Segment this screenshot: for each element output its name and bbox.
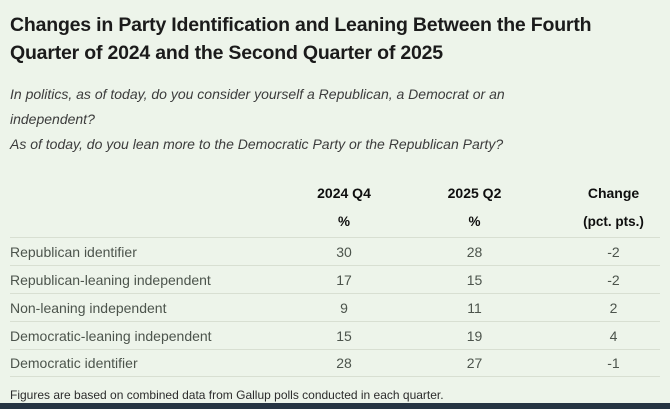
table-row-republican-identifier: Republican identifier 30 28 -2 <box>10 237 660 265</box>
value-2024-q4: 9 <box>340 299 348 316</box>
table-row-republican-leaning: Republican-leaning independent 17 15 -2 <box>10 265 660 293</box>
value-2024-q4: 28 <box>336 355 352 371</box>
value-2025-q2: 28 <box>466 243 483 260</box>
row-label: Democratic identifier <box>10 355 138 371</box>
value-2025-q2: 19 <box>466 327 483 344</box>
row-label: Non-leaning independent <box>10 299 167 316</box>
survey-question-1-line-2: independent? <box>10 111 95 127</box>
unit-pct-pts: (pct. pts.) <box>583 213 644 229</box>
value-change: -2 <box>607 243 620 260</box>
survey-question-1-line-1: In politics, as of today, do you conside… <box>10 86 505 102</box>
row-label: Democratic-leaning independent <box>10 327 212 344</box>
chart-title-line-1: Changes in Party Identification and Lean… <box>10 14 592 36</box>
value-change: -1 <box>607 355 620 371</box>
value-2025-q2: 11 <box>467 299 482 316</box>
table-row-democratic-identifier: Democratic identifier 28 27 -1 <box>10 349 660 377</box>
unit-percent-2025: % <box>468 213 481 229</box>
survey-questions: In politics, as of today, do you conside… <box>10 82 660 157</box>
table-header-row: 2024 Q4 2025 Q2 Change <box>10 180 660 205</box>
footnote: Figures are based on combined data from … <box>10 388 444 402</box>
value-change: 2 <box>609 299 618 316</box>
unit-percent-2024: % <box>337 213 350 229</box>
table-units-row: % % (pct. pts.) <box>10 205 660 237</box>
row-label: Republican-leaning independent <box>10 271 211 288</box>
value-2025-q2: 27 <box>466 355 483 371</box>
value-2025-q2: 15 <box>466 271 483 288</box>
table-row-democratic-leaning: Democratic-leaning independent 15 19 4 <box>10 321 660 349</box>
chart-title: Changes in Party Identification and Lean… <box>10 0 660 67</box>
value-2024-q4: 17 <box>336 271 352 288</box>
column-header-change: Change <box>587 184 640 201</box>
column-header-2024-q4: 2024 Q4 <box>317 184 371 201</box>
column-header-2025-q2: 2025 Q2 <box>447 184 502 201</box>
row-label: Republican identifier <box>10 243 137 260</box>
survey-question-2: As of today, do you lean more to the Dem… <box>10 136 504 152</box>
bottom-accent-bar <box>0 403 670 409</box>
value-change: -2 <box>607 271 620 288</box>
table-row-non-leaning: Non-leaning independent 9 11 2 <box>10 293 660 321</box>
value-2024-q4: 15 <box>336 327 352 344</box>
value-change: 4 <box>609 327 618 344</box>
chart-title-line-2: Quarter of 2024 and the Second Quarter o… <box>10 42 443 64</box>
party-id-table: 2024 Q4 2025 Q2 Change % % (pct. pts.) R… <box>10 180 660 377</box>
value-2024-q4: 30 <box>336 243 352 260</box>
